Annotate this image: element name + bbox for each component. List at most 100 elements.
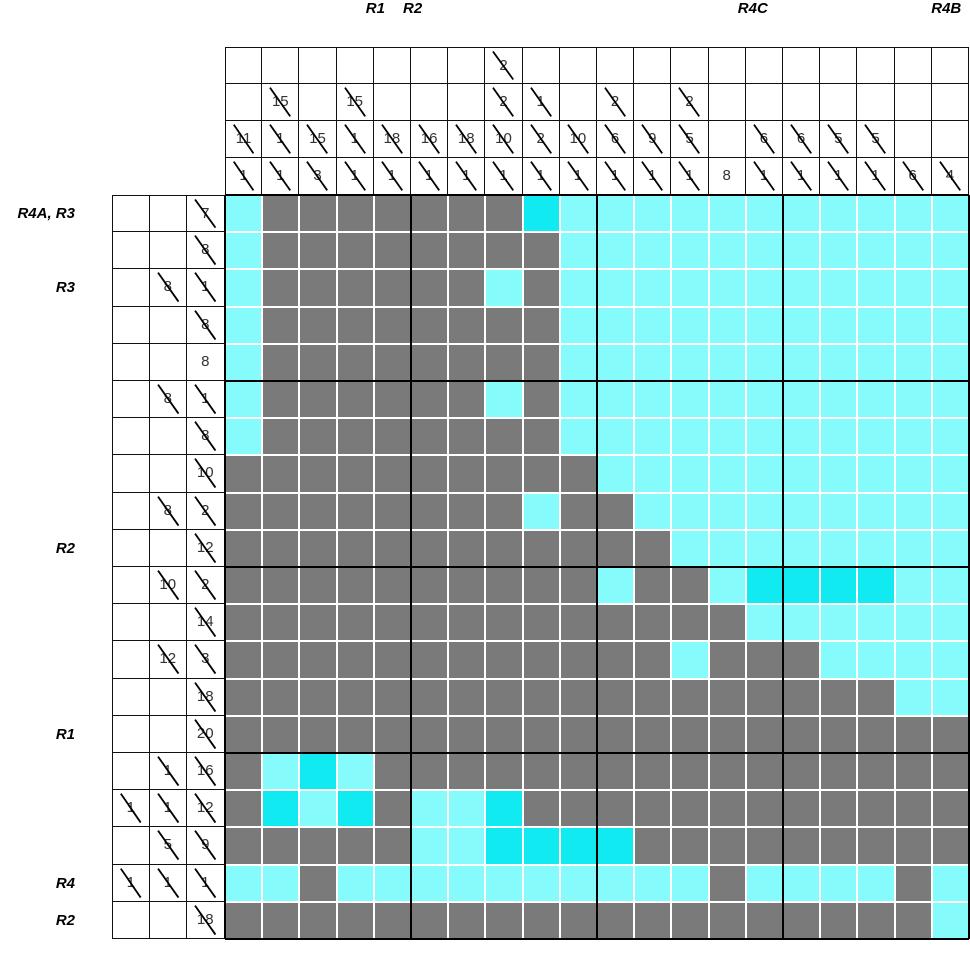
grid-cell-filled[interactable] — [411, 604, 449, 642]
grid-cell-marked[interactable] — [931, 195, 969, 233]
grid-cell-marked[interactable] — [559, 195, 597, 233]
grid-cell-marked[interactable] — [745, 604, 783, 642]
grid-cell-filled[interactable] — [299, 827, 337, 865]
grid-cell-filled[interactable] — [411, 641, 449, 679]
grid-cell-filled[interactable] — [671, 678, 709, 716]
grid-cell-filled[interactable] — [485, 529, 523, 567]
grid-cell-filled[interactable] — [262, 195, 300, 233]
grid-cell-filled[interactable] — [225, 641, 263, 679]
grid-cell-filled[interactable] — [634, 715, 672, 753]
grid-cell-filled[interactable] — [485, 306, 523, 344]
grid-cell-filled[interactable] — [820, 901, 858, 939]
grid-cell-marked[interactable] — [671, 864, 709, 902]
grid-cell-marked[interactable] — [820, 492, 858, 530]
grid-cell-filled[interactable] — [411, 269, 449, 307]
grid-cell-marked[interactable] — [931, 269, 969, 307]
grid-cell-filled[interactable] — [857, 715, 895, 753]
grid-cell-marked[interactable] — [373, 864, 411, 902]
grid-cell-marked[interactable] — [894, 195, 932, 233]
grid-cell-marked[interactable] — [597, 343, 635, 381]
grid-cell-filled[interactable] — [559, 753, 597, 791]
grid-cell-marked[interactable] — [745, 306, 783, 344]
grid-cell-filled[interactable] — [299, 381, 337, 419]
grid-cell-filled[interactable] — [522, 715, 560, 753]
grid-cell-marked[interactable] — [820, 604, 858, 642]
grid-cell-filled[interactable] — [225, 901, 263, 939]
grid-cell-marked[interactable] — [634, 232, 672, 270]
grid-cell-filled[interactable] — [559, 492, 597, 530]
grid-cell-marked[interactable] — [894, 418, 932, 456]
grid-cell-filled[interactable] — [448, 492, 486, 530]
grid-cell-filled[interactable] — [262, 381, 300, 419]
grid-cell-filled[interactable] — [671, 790, 709, 828]
grid-cell-filled[interactable] — [634, 753, 672, 791]
grid-cell-filled[interactable] — [522, 381, 560, 419]
grid-cell-marked[interactable] — [820, 232, 858, 270]
grid-cell-filled[interactable] — [634, 901, 672, 939]
grid-cell-filled[interactable] — [931, 790, 969, 828]
grid-cell-filled[interactable] — [559, 567, 597, 605]
grid-cell-filled[interactable] — [708, 604, 746, 642]
grid-cell-filled[interactable] — [597, 529, 635, 567]
grid-cell-filled[interactable] — [373, 306, 411, 344]
grid-cell-filled[interactable] — [262, 418, 300, 456]
grid-cell-filled[interactable] — [299, 269, 337, 307]
grid-cell-filled[interactable] — [931, 715, 969, 753]
grid-cell-marked[interactable] — [559, 269, 597, 307]
grid-cell-filled[interactable] — [783, 827, 821, 865]
grid-cell-marked[interactable] — [708, 381, 746, 419]
grid-cell-filled[interactable] — [262, 492, 300, 530]
grid-cell-filled[interactable] — [411, 567, 449, 605]
grid-cell-marked[interactable] — [820, 455, 858, 493]
grid-cell-filled[interactable] — [299, 492, 337, 530]
grid-cell-marked[interactable] — [894, 641, 932, 679]
grid-cell-filled[interactable] — [373, 790, 411, 828]
grid-cell-marked[interactable] — [671, 232, 709, 270]
grid-cell-filled[interactable] — [373, 901, 411, 939]
grid-cell-filled[interactable] — [597, 492, 635, 530]
grid-cell-marked[interactable] — [931, 418, 969, 456]
grid-cell-marked[interactable] — [485, 790, 523, 828]
grid-cell-filled[interactable] — [262, 529, 300, 567]
grid-cell-marked[interactable] — [708, 343, 746, 381]
grid-cell-filled[interactable] — [522, 529, 560, 567]
grid-cell-filled[interactable] — [299, 678, 337, 716]
grid-cell-filled[interactable] — [411, 715, 449, 753]
grid-cell-filled[interactable] — [857, 901, 895, 939]
grid-cell-marked[interactable] — [634, 195, 672, 233]
grid-cell-filled[interactable] — [522, 678, 560, 716]
grid-cell-marked[interactable] — [745, 529, 783, 567]
grid-cell-filled[interactable] — [225, 753, 263, 791]
grid-cell-filled[interactable] — [708, 678, 746, 716]
grid-cell-marked[interactable] — [448, 864, 486, 902]
grid-cell-filled[interactable] — [559, 455, 597, 493]
grid-cell-filled[interactable] — [671, 567, 709, 605]
grid-cell-marked[interactable] — [894, 529, 932, 567]
grid-cell-filled[interactable] — [262, 641, 300, 679]
grid-cell-filled[interactable] — [448, 901, 486, 939]
grid-cell-marked[interactable] — [857, 567, 895, 605]
grid-cell-marked[interactable] — [671, 343, 709, 381]
grid-cell-filled[interactable] — [708, 901, 746, 939]
grid-cell-marked[interactable] — [485, 864, 523, 902]
grid-cell-filled[interactable] — [262, 232, 300, 270]
grid-cell-filled[interactable] — [225, 715, 263, 753]
grid-cell-filled[interactable] — [448, 641, 486, 679]
grid-cell-marked[interactable] — [225, 418, 263, 456]
grid-cell-marked[interactable] — [857, 864, 895, 902]
grid-cell-marked[interactable] — [783, 455, 821, 493]
grid-cell-filled[interactable] — [857, 790, 895, 828]
grid-cell-filled[interactable] — [783, 715, 821, 753]
grid-cell-filled[interactable] — [448, 418, 486, 456]
grid-cell-filled[interactable] — [634, 790, 672, 828]
grid-cell-filled[interactable] — [411, 381, 449, 419]
grid-cell-marked[interactable] — [411, 790, 449, 828]
grid-cell-filled[interactable] — [336, 232, 374, 270]
grid-cell-filled[interactable] — [262, 678, 300, 716]
grid-cell-filled[interactable] — [448, 715, 486, 753]
grid-cell-marked[interactable] — [262, 864, 300, 902]
grid-cell-marked[interactable] — [597, 864, 635, 902]
grid-cell-marked[interactable] — [634, 418, 672, 456]
grid-cell-marked[interactable] — [597, 269, 635, 307]
grid-cell-filled[interactable] — [448, 529, 486, 567]
